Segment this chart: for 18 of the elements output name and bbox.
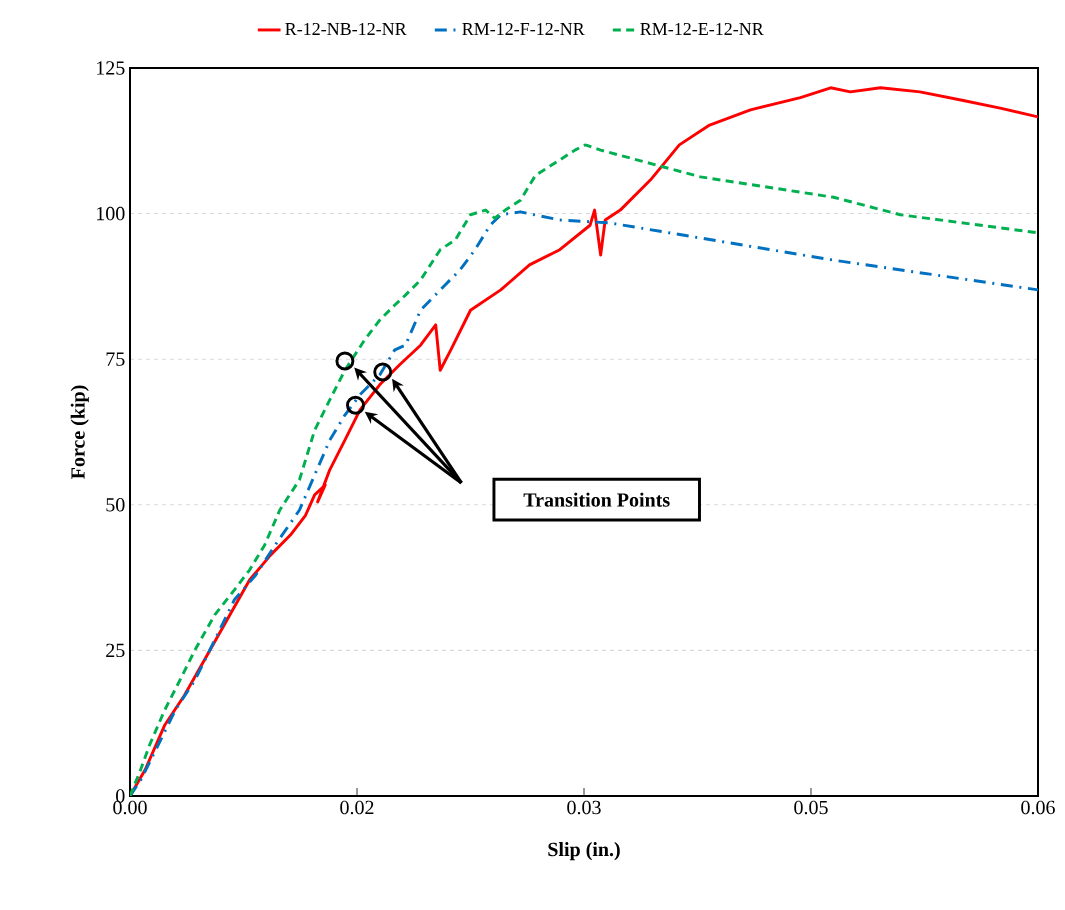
x-tick-label: 0.05 (794, 800, 828, 815)
x-tick-label: 0.03 (567, 800, 601, 815)
y-tick-label: 125 (97, 61, 125, 75)
point (346, 395, 365, 415)
point (335, 351, 355, 371)
y-tick-label: 100 (97, 206, 125, 221)
legend-label: RM-12-F-12-NR (462, 22, 585, 35)
legend-label: RM-12-E-12-NR (640, 22, 764, 35)
x-tick-label: 0.06 (1021, 800, 1055, 815)
y-axis-title: Force (kip) (70, 385, 89, 479)
x-axis-title: Slip (in.) (548, 842, 620, 861)
legend-label: R-12-NB-12-NR (285, 22, 407, 35)
y-tick-label: 50 (106, 498, 125, 512)
point (373, 362, 393, 382)
y-tick-label: 25 (106, 643, 125, 658)
x-tick-label: 0.02 (340, 800, 374, 815)
annotation: Transition Points (523, 492, 670, 507)
y-tick-label: 75 (106, 352, 125, 366)
